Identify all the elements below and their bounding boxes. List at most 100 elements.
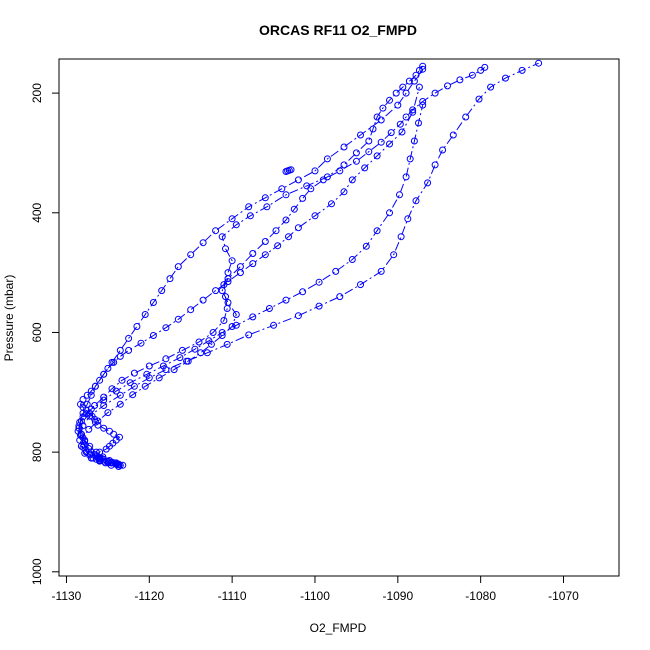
data-point xyxy=(315,302,323,310)
series-7 xyxy=(282,166,295,175)
data-point xyxy=(272,227,280,235)
data-point xyxy=(386,96,393,104)
data-point xyxy=(406,155,414,163)
data-point xyxy=(218,332,226,339)
data-point xyxy=(487,83,495,91)
data-point xyxy=(218,287,226,295)
data-point xyxy=(263,203,271,211)
data-point xyxy=(155,374,163,382)
data-point xyxy=(232,311,240,318)
data-point xyxy=(357,131,364,139)
data-point xyxy=(287,166,295,174)
data-point xyxy=(81,449,89,457)
data-point xyxy=(162,355,170,363)
data-point xyxy=(222,293,229,301)
data-point xyxy=(390,251,398,259)
data-point xyxy=(137,339,145,347)
data-point xyxy=(475,95,483,103)
data-point xyxy=(236,269,244,277)
x-tick-label: -1100 xyxy=(300,589,330,603)
series-line xyxy=(79,86,420,466)
data-point xyxy=(249,260,257,268)
data-point xyxy=(104,409,112,417)
series-1 xyxy=(77,83,423,469)
data-point xyxy=(236,263,244,271)
data-point xyxy=(112,387,120,395)
x-tick-label: -1130 xyxy=(52,589,82,603)
series-line xyxy=(79,62,539,467)
x-tick-label: -1110 xyxy=(218,589,247,603)
data-point xyxy=(444,82,451,90)
data-point xyxy=(83,391,91,399)
data-point xyxy=(502,74,509,82)
data-point xyxy=(394,101,402,109)
data-point xyxy=(197,349,205,357)
data-point xyxy=(396,120,404,128)
data-point xyxy=(361,164,369,172)
data-point xyxy=(424,179,432,187)
data-point xyxy=(261,251,269,259)
data-point xyxy=(282,216,290,224)
data-point xyxy=(145,362,153,370)
data-point xyxy=(311,167,319,175)
data-point xyxy=(79,422,87,430)
data-point xyxy=(261,194,269,202)
data-point xyxy=(340,143,348,151)
data-point xyxy=(412,71,420,79)
data-point xyxy=(162,366,170,374)
data-point xyxy=(176,354,184,362)
data-point xyxy=(415,83,423,91)
data-point xyxy=(319,176,327,184)
data-point xyxy=(481,63,489,71)
data-point xyxy=(315,278,323,286)
x-tick-label: -1070 xyxy=(548,589,579,603)
data-point xyxy=(178,346,186,354)
data-point xyxy=(220,317,228,324)
data-point xyxy=(100,370,108,378)
data-point xyxy=(162,324,170,332)
data-point xyxy=(410,137,418,145)
data-point xyxy=(377,138,385,146)
series-line xyxy=(80,66,486,466)
data-point xyxy=(129,391,137,399)
data-point xyxy=(108,358,116,366)
data-point xyxy=(191,345,199,353)
data-point xyxy=(207,340,215,348)
data-point xyxy=(166,275,174,283)
data-point xyxy=(409,106,417,114)
data-point xyxy=(373,227,381,235)
data-point xyxy=(96,457,104,465)
data-point xyxy=(212,227,220,235)
data-point xyxy=(328,200,335,208)
data-point xyxy=(274,242,282,250)
data-point xyxy=(285,233,292,241)
data-point xyxy=(294,176,302,184)
data-point xyxy=(379,104,387,112)
data-point xyxy=(199,239,207,247)
data-point xyxy=(106,427,113,435)
data-point xyxy=(348,176,356,184)
x-axis-label: O2_FMPD xyxy=(310,621,367,635)
x-tick-label: -1090 xyxy=(382,589,413,603)
data-point xyxy=(415,119,422,127)
x-tick-label: -1120 xyxy=(134,589,164,603)
data-point xyxy=(209,329,217,336)
data-point xyxy=(81,437,89,445)
data-point xyxy=(116,433,123,441)
data-point xyxy=(249,313,257,321)
data-point xyxy=(79,434,87,442)
data-point xyxy=(130,369,138,377)
data-point xyxy=(299,288,307,296)
series-6 xyxy=(77,63,489,469)
data-point xyxy=(340,188,348,196)
data-point xyxy=(79,396,87,403)
data-point xyxy=(141,382,149,390)
data-point xyxy=(104,364,112,372)
data-point xyxy=(116,400,124,408)
data-point xyxy=(397,233,405,241)
data-point xyxy=(228,323,236,330)
series-5 xyxy=(77,59,543,470)
data-point xyxy=(270,321,278,329)
data-point xyxy=(282,191,290,199)
